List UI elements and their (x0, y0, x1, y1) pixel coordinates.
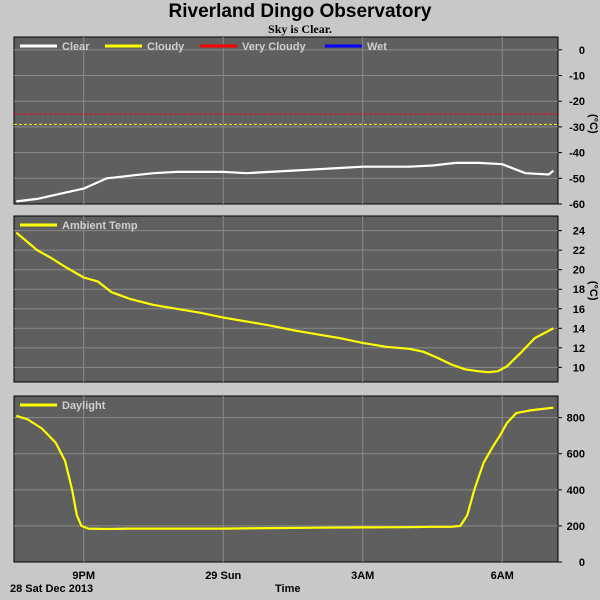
panel-3-background (13, 395, 559, 563)
legend-label: Clear (62, 41, 90, 53)
y-tick-label: 600 (567, 449, 585, 461)
series-line-clear (16, 161, 555, 203)
date-label: 28 Sat Dec 2013 (10, 583, 94, 595)
legend-label: Daylight (62, 400, 106, 412)
sky-status-subtitle: Sky is Clear. (268, 22, 332, 36)
y-tick-label: 24 (573, 226, 586, 238)
legend-label: Cloudy (147, 41, 185, 53)
page-title: Riverland Dingo Observatory (168, 1, 432, 22)
y-tick-label: -10 (569, 71, 585, 83)
y-tick-label: 20 (573, 265, 585, 277)
x-tick-label: 3AM (351, 570, 374, 582)
y-tick-label: -60 (569, 199, 585, 211)
y-tick-label: 12 (573, 343, 585, 355)
x-tick-label: 6AM (491, 570, 514, 582)
panel-1-background (13, 36, 559, 205)
y-tick-label: 0 (579, 557, 585, 569)
x-tick-label: 29 Sun (205, 570, 241, 582)
legend-label: Very Cloudy (242, 41, 306, 53)
legend-label: Ambient Temp (62, 220, 138, 232)
y-tick-label: 14 (573, 323, 586, 335)
y-tick-label: -40 (569, 148, 585, 160)
panel-2-background (13, 215, 559, 383)
y-tick-label: 0 (579, 45, 585, 57)
y-tick-label: -50 (569, 173, 585, 185)
y-tick-label: -20 (569, 96, 585, 108)
x-tick-label: 9PM (72, 570, 95, 582)
y-tick-label: 200 (567, 521, 585, 533)
series-line-daylight (15, 406, 554, 531)
y-tick-label: -30 (569, 122, 585, 134)
y-tick-label: 400 (567, 485, 585, 497)
y-axis-unit-label: (°C) (587, 114, 599, 134)
y-tick-label: 18 (573, 284, 585, 296)
y-tick-label: 16 (573, 304, 585, 316)
y-tick-label: 22 (573, 245, 585, 257)
y-tick-label: 10 (573, 362, 585, 374)
x-axis-title: Time (275, 583, 301, 595)
legend-label: Wet (367, 41, 387, 53)
y-tick-label: 800 (567, 413, 585, 425)
series-line-ambient-temp (15, 231, 554, 374)
y-axis-unit-label: (°C) (587, 281, 599, 301)
